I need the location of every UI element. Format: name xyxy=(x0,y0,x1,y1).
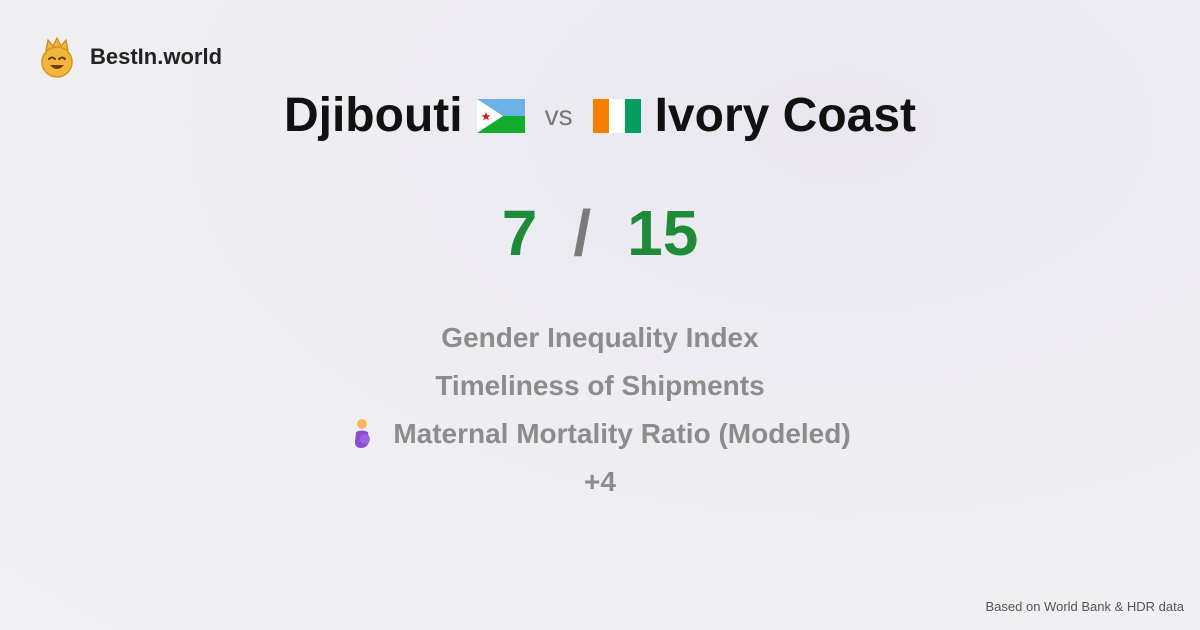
country-b-name[interactable]: Ivory Coast xyxy=(654,89,917,142)
vs-label: vs xyxy=(544,99,573,131)
ivory-coast-flag-icon xyxy=(592,98,641,133)
metric-label: Timeliness of Shipments xyxy=(435,370,765,401)
comparison-title: Djibouti vs Ivory Coast xyxy=(0,88,1200,143)
metric-label: Maternal Mortality Ratio (Modeled) xyxy=(393,418,851,449)
brand-name: BestIn.world xyxy=(90,44,223,69)
score-separator: / xyxy=(573,197,592,269)
pregnant-woman-icon xyxy=(355,419,371,448)
metric-item[interactable]: Gender Inequality Index xyxy=(0,314,1200,362)
score-b: 15 xyxy=(627,197,699,269)
score-a: 7 xyxy=(501,197,538,269)
metric-list: Gender Inequality Index Timeliness of Sh… xyxy=(0,314,1200,506)
djibouti-flag-icon xyxy=(476,98,525,133)
country-a-name[interactable]: Djibouti xyxy=(283,89,463,142)
metric-item[interactable]: Maternal Mortality Ratio (Modeled) xyxy=(0,410,1200,458)
metric-item[interactable]: Timeliness of Shipments xyxy=(0,362,1200,410)
metric-label: Gender Inequality Index xyxy=(441,322,759,353)
score: 7 / 15 xyxy=(0,196,1200,270)
more-metrics-count[interactable]: +4 xyxy=(0,458,1200,506)
crown-smiley-icon xyxy=(41,36,73,78)
data-source-note: Based on World Bank & HDR data xyxy=(985,599,1184,614)
brand[interactable]: BestIn.world xyxy=(38,36,222,78)
metric-label: +4 xyxy=(584,466,616,497)
